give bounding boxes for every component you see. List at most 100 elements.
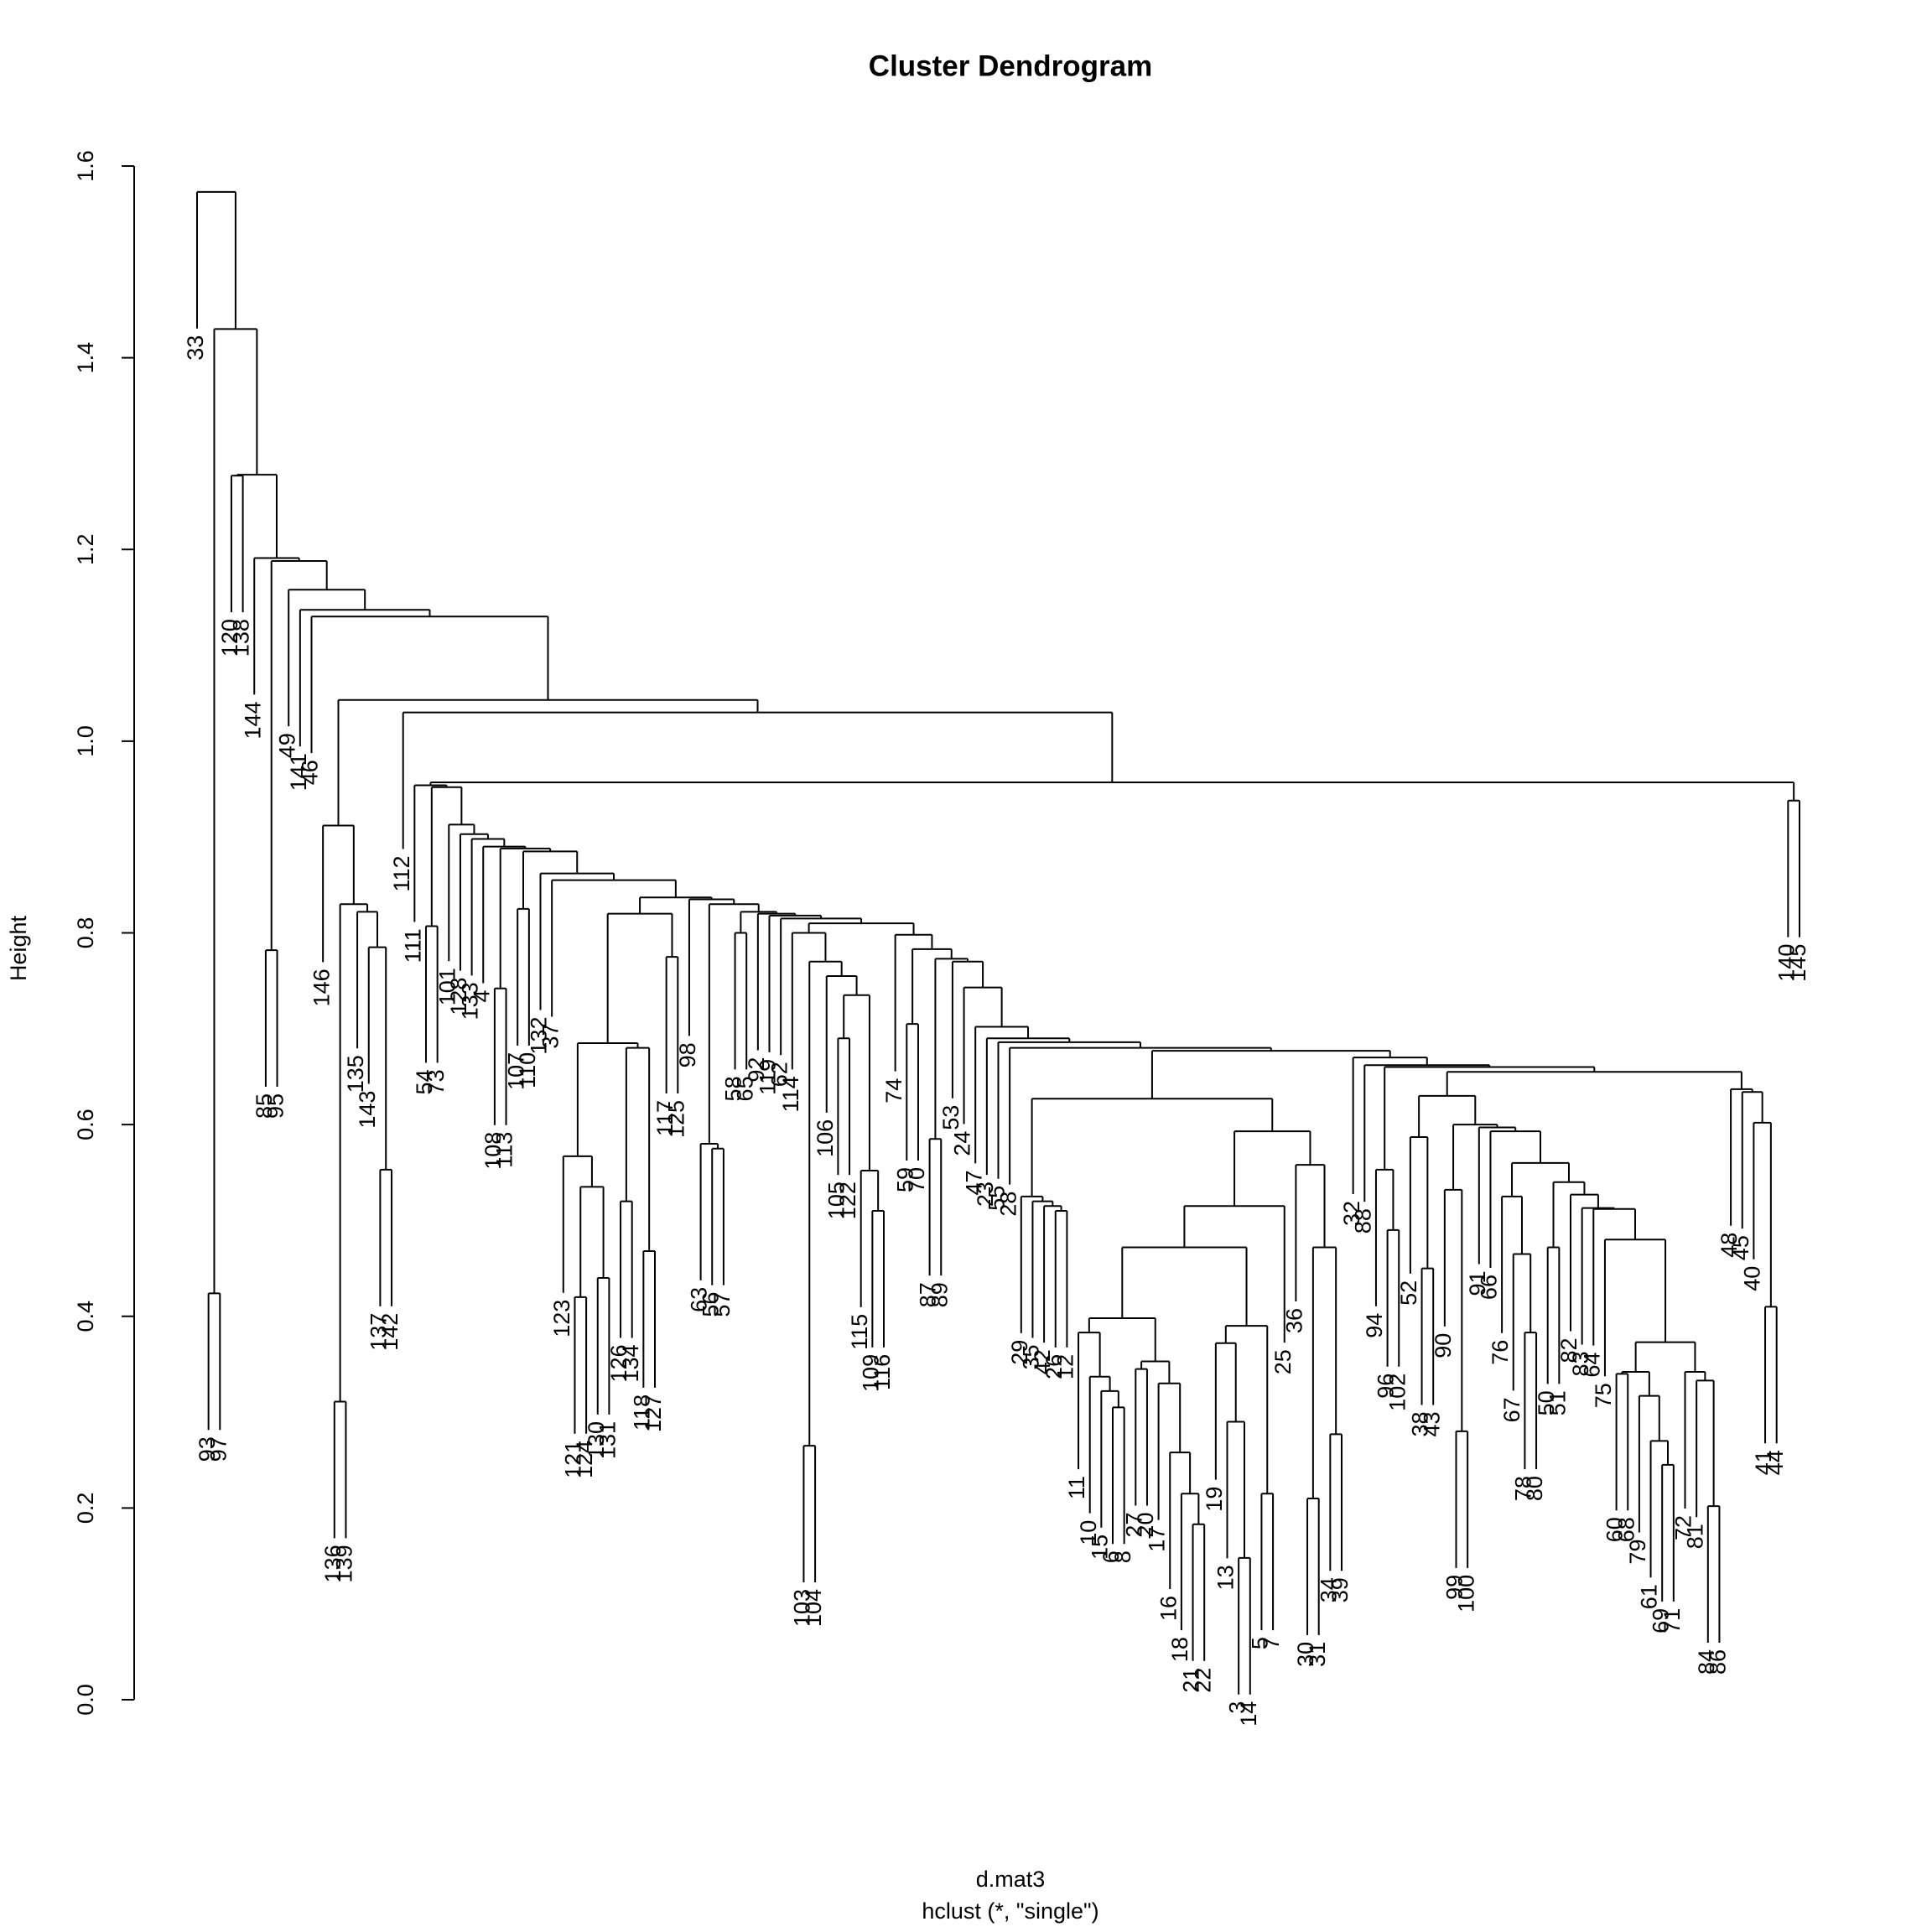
leaf-label: 91 [1465,1270,1490,1296]
merge-bracket [1088,1317,1156,1362]
merge-bracket [802,1445,817,1582]
merge-bracket [620,1200,633,1338]
leaf-label: 61 [1637,1584,1662,1609]
merge-bracket [402,711,1114,849]
leaf-label: 106 [813,1119,838,1157]
leaf-label: 33 [183,335,208,361]
merge-bracket [1489,1130,1542,1269]
leaf-label: 100 [1453,1575,1478,1613]
y-tick-label: 0.8 [73,917,98,949]
leaf-label: 96 [1374,1374,1399,1399]
merge-bracket [322,824,355,963]
leaf-label: 146 [309,969,334,1006]
leaf-label: 114 [778,1076,803,1112]
leaf-label: 89 [927,1282,952,1307]
merge-bracket [642,1250,656,1388]
leaf-label: 109 [858,1354,883,1392]
leaf-label: 53 [938,1105,963,1130]
merge-bracket [665,956,679,1093]
y-axis-label: Height [6,915,31,981]
merge-bracket [1581,1207,1616,1345]
y-tick-label: 0.6 [73,1109,98,1140]
leaf-label: 31 [1305,1642,1330,1667]
leaf-label: 75 [1591,1383,1616,1408]
merge-bracket [843,994,870,1171]
merge-bracket [1180,1493,1200,1631]
leaf-label: 35 [1019,1344,1044,1369]
merge-bracket [310,615,549,754]
merge-bracket [270,559,328,951]
leaf-label: 12 [1053,1354,1078,1379]
leaf-label: 144 [240,701,265,739]
merge-bracket [625,1046,651,1252]
leaf-label: 59 [892,1167,917,1192]
y-tick-label: 1.6 [73,150,98,182]
merge-bracket [299,609,431,747]
merge-bracket [1443,1188,1463,1431]
leaf-label: 103 [790,1589,815,1627]
leaf-label: 138 [229,619,254,657]
merge-bracket [1374,1168,1394,1306]
merge-bracket [1511,1161,1570,1197]
leaf-label: 104 [801,1589,826,1627]
leaf-label: 21 [1179,1668,1204,1693]
merge-bracket [928,1138,943,1276]
leaf-label: 136 [320,1545,345,1582]
merge-bracket [1684,1371,1706,1509]
merge-bracket [1214,1342,1237,1480]
leaf-label: 98 [675,1042,700,1067]
merge-bracket [1031,1098,1274,1197]
leaf-label: 93 [195,1436,220,1462]
y-tick-label: 0.4 [73,1301,98,1332]
y-tick-label: 1.2 [73,533,98,565]
leaf-label: 112 [389,855,414,891]
leaf-label: 27 [1121,1513,1146,1538]
merge-bracket [482,845,527,984]
leaf-label: 45 [1728,1235,1753,1260]
leaf-label: 128 [446,978,471,1015]
leaf-label: 140 [1774,944,1799,982]
merge-bracket [1088,1375,1111,1514]
leaf-label: 142 [377,1313,402,1351]
leaf-label: 50 [1534,1390,1559,1415]
merge-bracket [470,838,506,976]
merge-bracket [1753,1121,1772,1307]
merge-bracket [871,1210,885,1348]
merge-bracket [1352,1057,1428,1194]
leaf-label: 88 [1350,1208,1375,1233]
leaf-label: 131 [595,1421,621,1459]
leaf-label: 117 [652,1100,678,1136]
leaf-label: 81 [1682,1524,1707,1549]
merge-bracket [429,782,1795,801]
leaf-label: 74 [881,1078,906,1104]
leaf-label: 41 [1751,1450,1776,1475]
merge-bracket [911,948,953,1025]
leaf-label: 145 [1785,944,1810,982]
leaf-label: 29 [1007,1340,1032,1365]
merge-bracket [562,1155,593,1293]
leaf-label: 15 [1087,1535,1112,1560]
leaf-label: 116 [870,1354,895,1390]
leaf-label: 51 [1545,1390,1570,1415]
merge-bracket [963,986,1003,1124]
merge-bracket [711,1147,724,1285]
leaf-label: 73 [423,1069,449,1094]
leaf-label: 134 [618,1344,643,1382]
merge-bracket [1009,1046,1272,1185]
merge-bracket [1169,1452,1192,1589]
merge-bracket [768,914,823,1052]
leaf-label: 78 [1511,1476,1536,1501]
leaf-label: 68 [1613,1517,1639,1542]
merge-bracket [1140,1360,1171,1384]
leaf-label: 42 [1030,1349,1055,1374]
leaf-label: 54 [412,1069,437,1094]
merge-bracket [985,1037,1071,1176]
leaf-label: 108 [480,1132,506,1170]
leaf-label: 18 [1167,1637,1192,1662]
leaf-label: 65 [732,1076,757,1101]
merge-bracket [333,1400,347,1539]
leaf-label: 90 [1431,1333,1456,1358]
leaf-label: 124 [572,1441,597,1478]
leaf-label: 123 [549,1300,574,1337]
